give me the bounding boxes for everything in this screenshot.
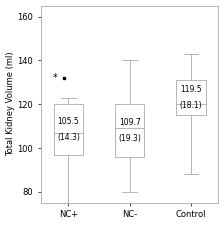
- FancyBboxPatch shape: [176, 80, 206, 115]
- FancyBboxPatch shape: [54, 104, 83, 155]
- Text: (19.3): (19.3): [118, 134, 141, 143]
- FancyBboxPatch shape: [115, 104, 144, 157]
- Text: (18.1): (18.1): [180, 101, 202, 110]
- Text: 105.5: 105.5: [58, 117, 79, 126]
- Text: 109.7: 109.7: [119, 118, 140, 127]
- Text: *: *: [53, 73, 57, 83]
- Text: 119.5: 119.5: [180, 86, 202, 94]
- Text: (14.3): (14.3): [57, 133, 80, 142]
- Y-axis label: Total Kidney Volume (ml): Total Kidney Volume (ml): [6, 52, 15, 157]
